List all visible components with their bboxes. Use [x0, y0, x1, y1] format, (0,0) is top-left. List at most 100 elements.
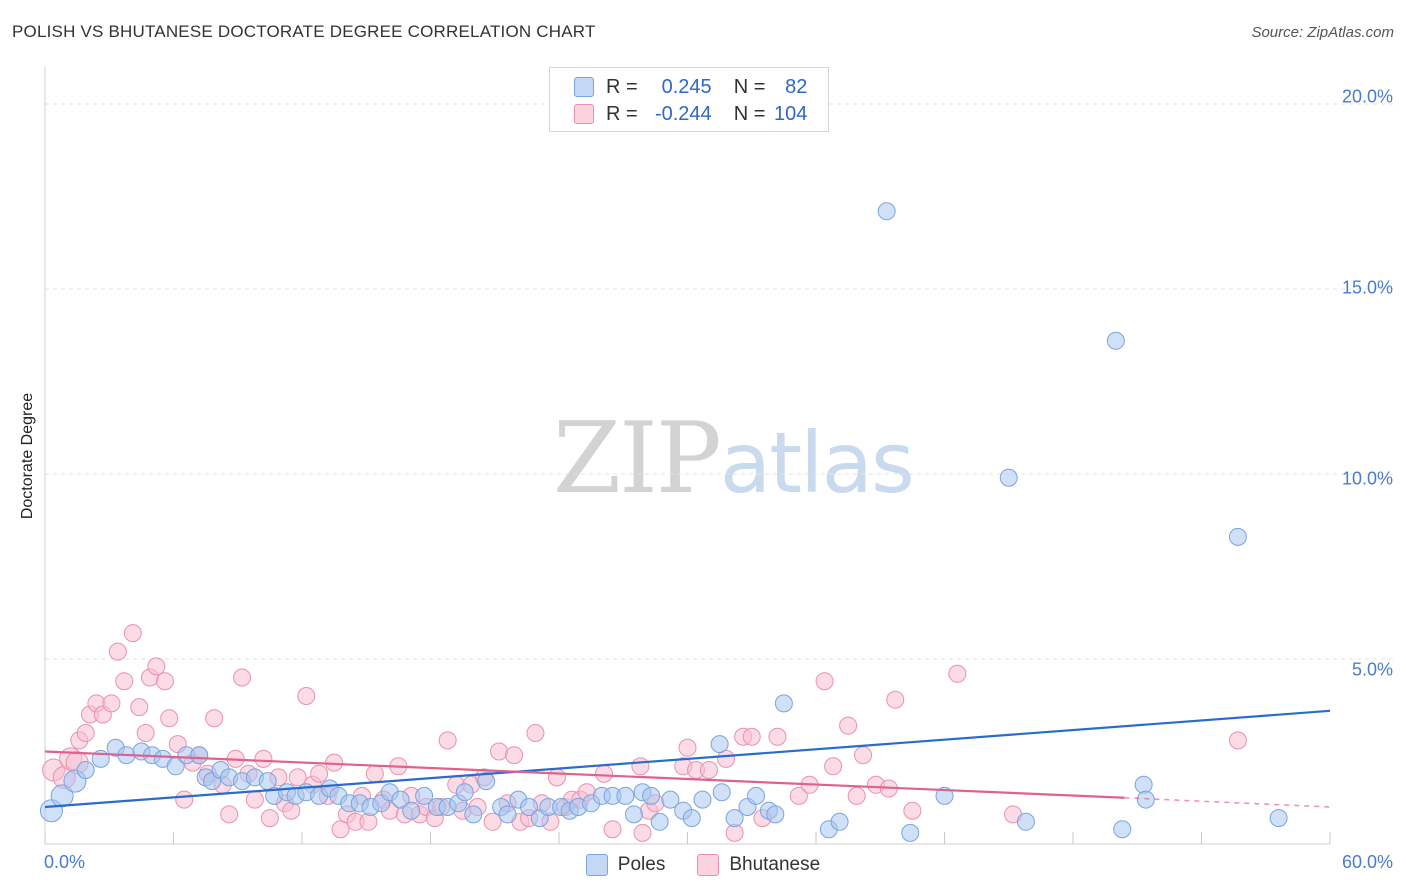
legend-n-label: N = [733, 75, 766, 98]
bhutanese-point [547, 768, 566, 787]
y-tick-label: 15.0% [1341, 277, 1393, 298]
poles-point [402, 801, 421, 820]
poles-points [39, 202, 1288, 842]
bhutanese-trend-extension [1124, 797, 1331, 808]
bhutanese-points [42, 624, 1247, 842]
bhutanese-point [490, 742, 509, 761]
series-legend: Poles Bhutanese [0, 852, 1406, 878]
bhutanese-point [742, 727, 761, 746]
poles-point [901, 823, 920, 842]
poles-point [642, 786, 661, 805]
legend-r-label: R = [606, 102, 638, 125]
poles-legend-label: Poles [617, 854, 666, 875]
bhutanese-point [847, 786, 866, 805]
grid-layer [45, 103, 1393, 660]
poles-point [464, 805, 483, 824]
y-tick-label: 20.0% [1341, 86, 1393, 107]
poles-point [76, 761, 95, 779]
legend-row-bhutanese: R = -0.244 N = 104 [574, 102, 807, 126]
legend-r-value: 0.245 [661, 75, 712, 98]
bhutanese-legend-icon [697, 854, 720, 876]
poles-point [712, 783, 731, 802]
bhutanese-point [102, 694, 121, 713]
poles-point [774, 694, 793, 713]
y-tick-label: 10.0% [1341, 468, 1393, 489]
poles-point [935, 786, 954, 805]
poles-point [477, 772, 496, 791]
watermark: ZIPatlas [553, 402, 915, 516]
bhutanese-point [903, 801, 922, 820]
poles-point [710, 735, 729, 754]
chart-title: POLISH VS BHUTANESE DOCTORATE DEGREE COR… [12, 22, 596, 41]
bhutanese-point [108, 642, 127, 661]
poles-point [624, 805, 643, 824]
bhutanese-point [123, 624, 142, 643]
poles-point [50, 784, 74, 808]
bhutanese-point [282, 801, 301, 820]
legend-item-bhutanese[interactable]: Bhutanese [697, 854, 820, 876]
poles-point [725, 809, 744, 828]
axis-layer [44, 67, 1331, 845]
poles-point [616, 786, 635, 805]
legend-r-value: -0.244 [654, 102, 712, 125]
poles-point [1134, 775, 1153, 794]
bhutanese-point [136, 724, 155, 742]
bhutanese-point [365, 764, 384, 783]
poles-point [1269, 809, 1288, 828]
bhutanese-point [160, 709, 179, 728]
bhutanese-point [115, 672, 134, 691]
bhutanese-point [155, 672, 174, 691]
bhutanese-point [483, 812, 502, 831]
bhutanese-point [768, 727, 787, 746]
legend-item-poles[interactable]: Poles [585, 854, 666, 876]
poles-point [1106, 331, 1125, 350]
bhutanese-point [76, 724, 95, 742]
bhutanese-point [678, 738, 697, 757]
bhutanese-point [288, 768, 307, 787]
legend-n-label: N = [733, 102, 766, 125]
legend-r-label: R = [606, 75, 638, 98]
bhutanese-point [526, 724, 545, 742]
bhutanese-point [220, 805, 239, 824]
bhutanese-point [359, 812, 378, 831]
bhutanese-legend-label: Bhutanese [729, 854, 821, 875]
poles-point [391, 790, 410, 809]
poles-point [1228, 527, 1247, 546]
watermark-atlas: atlas [719, 414, 915, 512]
poles-point [520, 798, 539, 816]
bhutanese-point [603, 820, 622, 839]
bhutanese-point [633, 823, 652, 842]
poles-point [830, 812, 849, 831]
poles-point [1113, 820, 1132, 839]
poles-trend-line [44, 709, 1331, 809]
trend-lines [44, 709, 1331, 809]
bhutanese-point [505, 746, 524, 765]
bhutanese-point [147, 657, 166, 676]
poles-point [682, 809, 701, 828]
legend-row-poles: R = 0.245 N = 82 [574, 75, 807, 99]
bhutanese-point [824, 757, 843, 776]
watermark-zip: ZIP [553, 402, 722, 516]
bhutanese-point [631, 757, 650, 776]
bhutanese-point [854, 746, 873, 765]
bhutanese-point [175, 790, 194, 809]
legend-n-value: 104 [774, 102, 808, 125]
legend-n-value: 82 [785, 75, 808, 98]
bhutanese-point [789, 786, 808, 805]
bhutanese-point [438, 731, 457, 750]
bhutanese-point [260, 809, 279, 828]
bhutanese-point [815, 672, 834, 691]
poles-point [498, 805, 517, 824]
poles-point [1136, 790, 1155, 809]
bhutanese-point [886, 690, 905, 709]
bhutanese-point [839, 716, 858, 735]
poles-point [415, 786, 434, 805]
poles-point [1016, 812, 1035, 831]
y-axis-label: Doctorate Degree [19, 392, 36, 520]
source-credit: Source: ZipAtlas.com [1251, 24, 1394, 41]
poles-point [877, 202, 896, 221]
poles-swatch-icon [574, 77, 594, 97]
bhutanese-point [205, 709, 224, 728]
poles-point [693, 790, 712, 809]
poles-point [999, 468, 1018, 487]
